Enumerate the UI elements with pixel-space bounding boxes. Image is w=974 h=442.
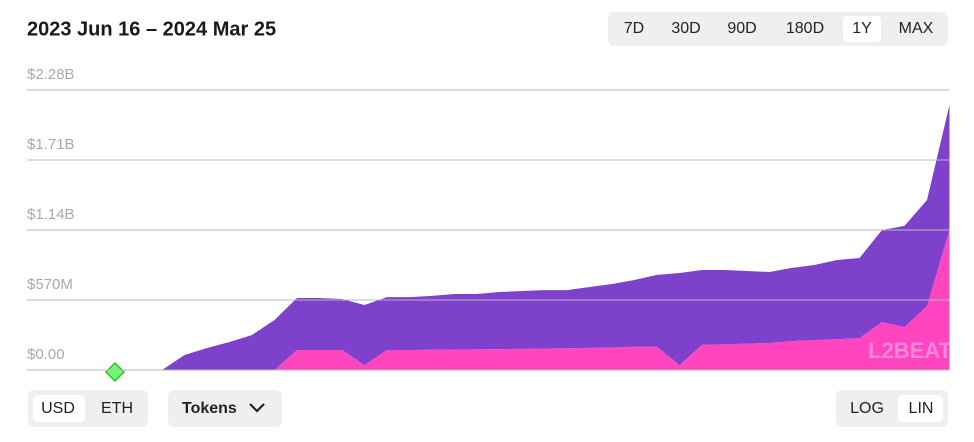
range-selector (608, 12, 948, 46)
scale-button[interactable]: LIN (909, 400, 934, 417)
tokens-selector[interactable] (168, 390, 282, 427)
chart-title: 2023 Jun 16 – 2024 Mar 25 (27, 18, 276, 40)
tokens-button[interactable]: Tokens (182, 400, 237, 417)
y-tick-label: $1.71B (27, 136, 75, 153)
watermark: L2BEAT (868, 338, 952, 363)
selected-scale (898, 395, 943, 422)
time-range-button[interactable]: 1Y (852, 20, 872, 37)
time-range-button[interactable]: 180D (786, 20, 824, 37)
unit-button[interactable]: ETH (101, 400, 133, 417)
y-tick-label: $0.00 (27, 346, 65, 363)
scale-button[interactable]: LOG (850, 400, 884, 417)
area (27, 230, 950, 370)
selected-unit (33, 395, 85, 422)
area (27, 105, 950, 370)
dropdown-icon (249, 403, 265, 413)
y-tick-label: $1.14B (27, 206, 75, 223)
y-tick-label: $570M (27, 276, 73, 293)
y-tick-label: $2.28B (27, 66, 75, 83)
time-range-button[interactable]: 7D (624, 20, 644, 37)
unit-button[interactable]: USD (41, 400, 75, 417)
time-range-button[interactable]: 30D (671, 20, 700, 37)
event-marker[interactable] (104, 361, 126, 383)
plot (27, 105, 950, 370)
time-range-button[interactable]: MAX (899, 20, 934, 37)
selected-range (843, 16, 881, 42)
time-range-button[interactable]: 90D (727, 20, 756, 37)
